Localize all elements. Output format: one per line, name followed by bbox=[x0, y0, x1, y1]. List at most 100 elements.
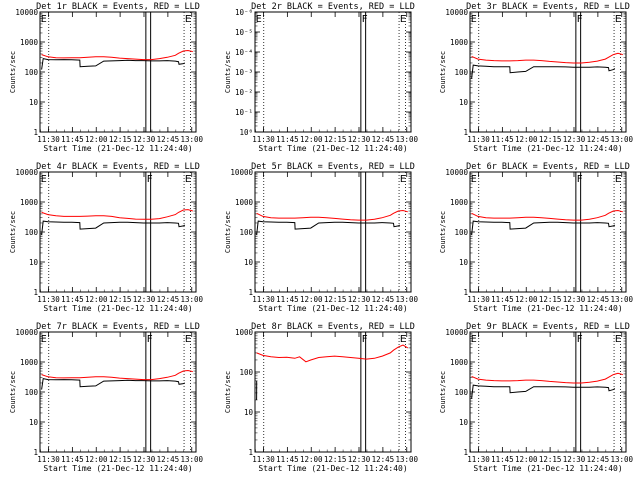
x-tick-label: 11:30 bbox=[252, 295, 275, 304]
panel-det8r: Det 8r BLACK = Events, RED = LLD 1 10 100 10… bbox=[224, 322, 419, 473]
y-tick-label: 10000 bbox=[445, 8, 468, 17]
y-tick-label: 1 bbox=[248, 448, 253, 457]
x-tick-label: 11:30 bbox=[252, 135, 275, 144]
y-tick-label: 1 bbox=[463, 288, 468, 297]
plot-frame bbox=[39, 331, 197, 453]
x-tick-label: 12:15 bbox=[324, 135, 347, 144]
x-tick-label: 13:00 bbox=[610, 135, 633, 144]
x-tick-label: 12:00 bbox=[515, 295, 538, 304]
x-tick-label: 11:30 bbox=[467, 135, 490, 144]
y-axis-label: Counts/sec bbox=[9, 211, 17, 253]
y-tick-label: 10 bbox=[459, 98, 469, 107]
panel-title: Det 1r BLACK = Events, RED = LLD bbox=[36, 2, 200, 12]
x-tick-label: 11:30 bbox=[467, 295, 490, 304]
x-tick-label: 12:15 bbox=[109, 455, 132, 464]
y-tick-label: 100 bbox=[454, 68, 468, 77]
x-tick-label: 12:00 bbox=[515, 455, 538, 464]
panel-det5r: Det 5r BLACK = Events, RED = LLD 1 10 100 10… bbox=[224, 162, 419, 313]
y-tick-label: 10⁻² bbox=[235, 88, 253, 97]
y-tick-label: 10 bbox=[459, 258, 469, 267]
panel-det4r: Det 4r BLACK = Events, RED = LLD 1 10 100 10… bbox=[9, 162, 204, 313]
y-tick-label: 1000 bbox=[450, 38, 469, 47]
y-tick-label: 1000 bbox=[20, 358, 39, 367]
x-tick-label: 12:30 bbox=[133, 455, 156, 464]
flag-label: E bbox=[615, 14, 621, 25]
x-axis-label: Start Time (21-Dec-12 11:24:40) bbox=[43, 144, 192, 153]
flag-label: F bbox=[577, 334, 583, 345]
x-tick-label: 12:00 bbox=[300, 295, 323, 304]
y-axis-label: Counts/sec bbox=[439, 51, 447, 93]
x-tick-label: 12:30 bbox=[348, 455, 371, 464]
lld-series-line bbox=[41, 209, 193, 220]
x-tick-label: 12:00 bbox=[85, 135, 108, 144]
flag-label: F bbox=[362, 14, 368, 25]
x-tick-label: 12:45 bbox=[157, 295, 180, 304]
flag-label: F bbox=[577, 14, 583, 25]
panel-title: Det 3r BLACK = Events, RED = LLD bbox=[466, 2, 630, 12]
y-tick-label: 1000 bbox=[450, 198, 469, 207]
y-tick-label: 10000 bbox=[445, 328, 468, 337]
y-tick-label: 1000 bbox=[450, 358, 469, 367]
panel-det9r: Det 9r BLACK = Events, RED = LLD 1 10 100 10… bbox=[439, 322, 634, 473]
x-tick-label: 12:45 bbox=[372, 295, 395, 304]
x-tick-label: 13:00 bbox=[610, 295, 633, 304]
plot-frame bbox=[469, 171, 627, 293]
panel-title: Det 8r BLACK = Events, RED = LLD bbox=[251, 322, 415, 332]
x-tick-label: 13:00 bbox=[180, 135, 203, 144]
x-tick-label: 12:30 bbox=[348, 295, 371, 304]
plot-frame bbox=[469, 331, 627, 453]
lld-series-line bbox=[256, 209, 408, 221]
x-axis-label: Start Time (21-Dec-12 11:24:40) bbox=[473, 464, 622, 473]
x-tick-label: 13:00 bbox=[180, 295, 203, 304]
x-tick-label: 11:45 bbox=[61, 135, 84, 144]
events-series-line bbox=[471, 220, 616, 235]
flag-label: E bbox=[615, 174, 621, 185]
events-series-line bbox=[41, 378, 186, 390]
x-tick-label: 12:45 bbox=[587, 135, 610, 144]
flag-label: E bbox=[41, 14, 47, 25]
plot-frame bbox=[254, 171, 412, 293]
flag-label: E bbox=[185, 14, 191, 25]
y-tick-label: 100 bbox=[24, 388, 38, 397]
y-tick-label: 10⁻⁴ bbox=[235, 48, 253, 57]
events-series-line bbox=[41, 58, 186, 70]
y-tick-label: 10⁻³ bbox=[235, 68, 253, 77]
panel-title: Det 9r BLACK = Events, RED = LLD bbox=[466, 322, 630, 332]
y-tick-label: 10000 bbox=[15, 328, 38, 337]
x-tick-label: 13:00 bbox=[395, 455, 418, 464]
panel-title: Det 4r BLACK = Events, RED = LLD bbox=[36, 162, 200, 172]
x-tick-label: 13:00 bbox=[180, 455, 203, 464]
x-tick-label: 11:45 bbox=[276, 135, 299, 144]
events-series-line bbox=[471, 384, 616, 399]
y-tick-label: 10⁻⁵ bbox=[235, 28, 253, 37]
x-tick-label: 12:30 bbox=[563, 455, 586, 464]
flag-label: E bbox=[400, 334, 406, 345]
flag-label: E bbox=[41, 334, 47, 345]
y-tick-label: 100 bbox=[454, 228, 468, 237]
y-tick-label: 10 bbox=[244, 408, 254, 417]
y-tick-label: 10⁻¹ bbox=[235, 108, 253, 117]
y-tick-label: 1 bbox=[463, 128, 468, 137]
x-axis-label: Start Time (21-Dec-12 11:24:40) bbox=[258, 464, 407, 473]
lld-series-line bbox=[471, 372, 623, 384]
x-axis-label: Start Time (21-Dec-12 11:24:40) bbox=[43, 304, 192, 313]
y-axis-label: Counts/sec bbox=[9, 371, 17, 413]
y-tick-label: 10 bbox=[29, 258, 39, 267]
y-tick-label: 10000 bbox=[15, 8, 38, 17]
y-tick-label: 10 bbox=[29, 418, 39, 427]
y-tick-label: 10⁻⁶ bbox=[235, 8, 253, 17]
y-tick-label: 100 bbox=[454, 388, 468, 397]
events-series-line bbox=[471, 64, 616, 79]
y-axis-label: Counts/sec bbox=[224, 371, 232, 413]
lld-series-line bbox=[41, 369, 193, 381]
events-series-line bbox=[41, 220, 186, 235]
panel-title: Det 7r BLACK = Events, RED = LLD bbox=[36, 322, 200, 332]
x-tick-label: 12:30 bbox=[133, 135, 156, 144]
y-tick-label: 10000 bbox=[15, 168, 38, 177]
x-tick-label: 12:15 bbox=[324, 295, 347, 304]
x-tick-label: 12:15 bbox=[324, 455, 347, 464]
y-tick-label: 10 bbox=[244, 258, 254, 267]
lld-series-line bbox=[471, 52, 623, 64]
y-tick-label: 10⁰ bbox=[239, 128, 253, 137]
